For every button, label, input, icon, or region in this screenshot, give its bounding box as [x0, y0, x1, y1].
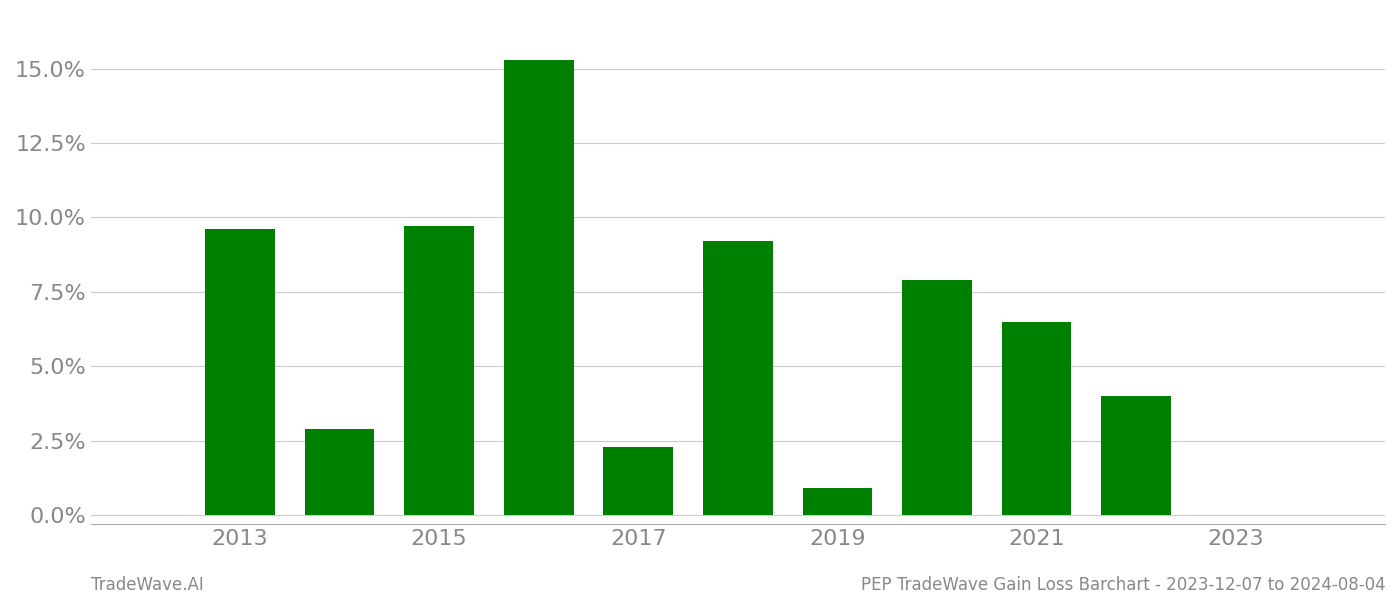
- Bar: [703, 241, 773, 515]
- Bar: [305, 429, 374, 515]
- Bar: [206, 229, 274, 515]
- Text: PEP TradeWave Gain Loss Barchart - 2023-12-07 to 2024-08-04: PEP TradeWave Gain Loss Barchart - 2023-…: [861, 576, 1386, 594]
- Bar: [902, 280, 972, 515]
- Bar: [405, 226, 475, 515]
- Bar: [1102, 396, 1170, 515]
- Bar: [603, 447, 673, 515]
- Bar: [1001, 322, 1071, 515]
- Text: TradeWave.AI: TradeWave.AI: [91, 576, 204, 594]
- Bar: [802, 488, 872, 515]
- Bar: [504, 59, 574, 515]
